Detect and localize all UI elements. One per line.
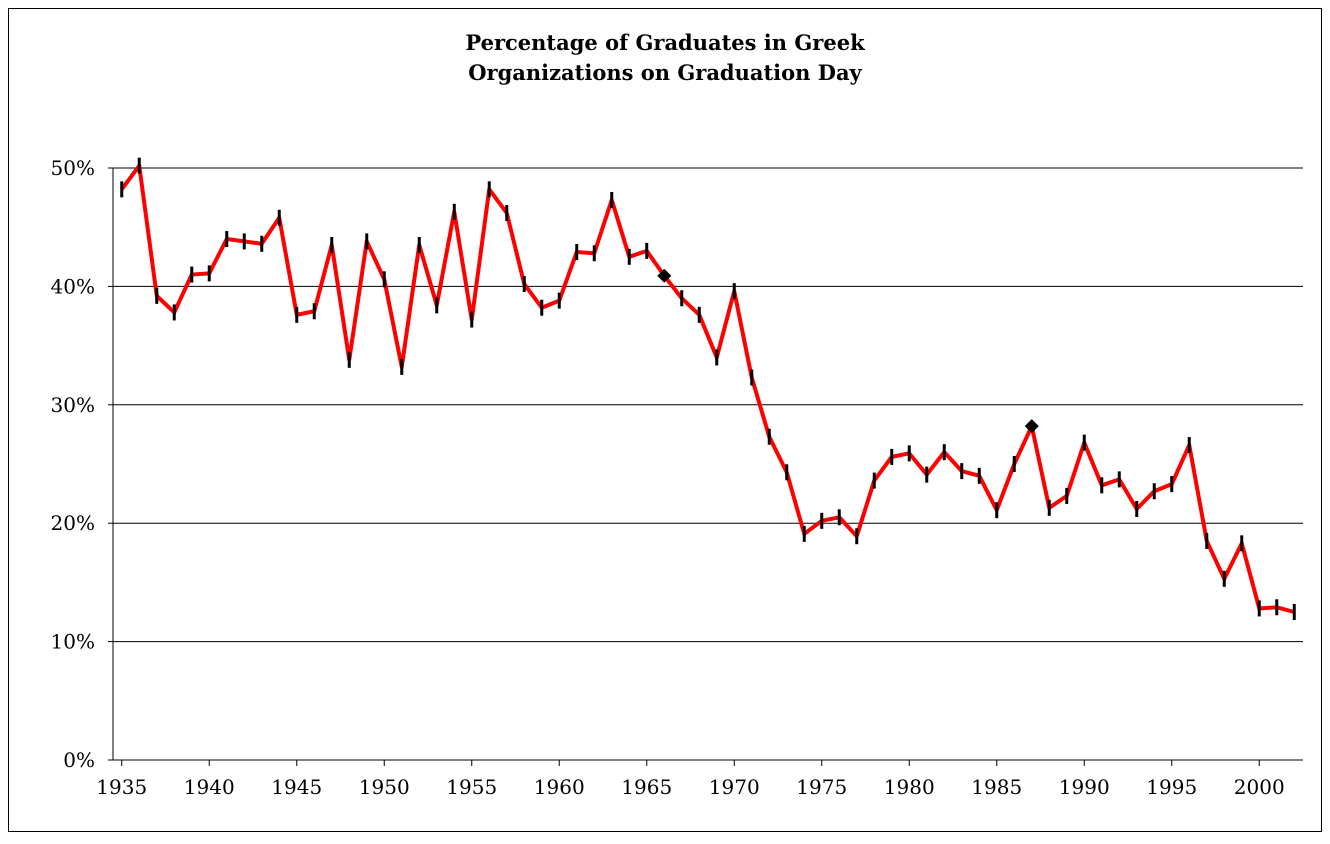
data-line [120,163,1295,614]
y-tick-label: 40% [51,274,95,298]
x-tick-label: 1990 [1059,775,1110,799]
x-tick-label: 1980 [884,775,935,799]
x-tick-label: 1955 [446,775,497,799]
x-tick-label: 2000 [1234,775,1285,799]
x-tick-label: 1945 [271,775,322,799]
y-tick-label: 0% [63,748,95,772]
y-tick-label: 10% [51,630,95,654]
x-tick-label: 1960 [534,775,585,799]
chart-title: Percentage of Graduates in Greek [465,30,865,55]
x-tick-label: 1950 [359,775,410,799]
y-tick-label: 50% [51,156,95,180]
x-tick-label: 1985 [971,775,1022,799]
x-tick-label: 1965 [621,775,672,799]
chart-frame [8,8,1322,832]
chart-title: Organizations on Graduation Day [468,60,862,85]
x-tick-label: 1940 [184,775,235,799]
x-tick-label: 1970 [709,775,760,799]
y-tick-label: 20% [51,511,95,535]
x-tick-label: 1975 [796,775,847,799]
diamond-marker [1024,419,1039,434]
x-tick-label: 1995 [1146,775,1197,799]
diamond-marker [657,268,672,283]
x-tick-label: 1935 [96,775,147,799]
y-tick-label: 30% [51,393,95,417]
